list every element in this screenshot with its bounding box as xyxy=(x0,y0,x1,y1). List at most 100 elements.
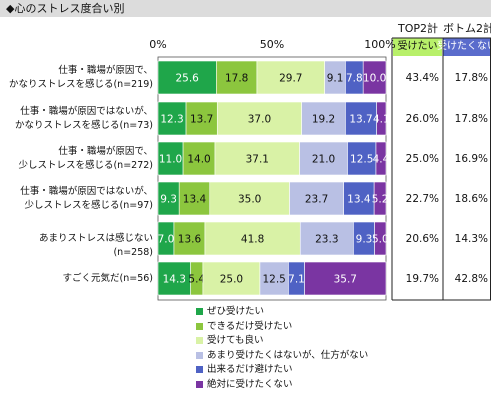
category-label-line: すごく元気だ(n=56) xyxy=(62,272,153,284)
legend-item: ぜひ受けたい xyxy=(196,305,368,318)
category-label: 仕事・職場が原因ではないが、 かなりストレスを感じる(n=73) xyxy=(0,105,153,133)
top2-value: 22.7% xyxy=(405,192,439,205)
bottom2-subheader: 受けたくない xyxy=(437,38,491,56)
legend-swatch xyxy=(196,380,203,388)
bottom2-value: 17.8% xyxy=(454,112,488,125)
data-label: 25.0 xyxy=(220,274,243,286)
data-label: 13.4 xyxy=(347,194,371,206)
title-bar xyxy=(0,0,491,17)
bar-segment xyxy=(374,221,387,256)
data-label: 19.2 xyxy=(312,114,335,126)
category-label-line: 仕事・職場が原因ではないが、 xyxy=(20,105,153,117)
data-label: 13.7 xyxy=(190,114,213,126)
data-label: 4.4 xyxy=(373,154,390,166)
bar-segment xyxy=(301,101,346,136)
legend-swatch xyxy=(196,337,203,345)
data-label: 12.5 xyxy=(262,274,285,286)
top2-value: 20.6% xyxy=(405,232,439,245)
legend-label: あまり受けたくはないが、仕方がない xyxy=(207,349,369,361)
bar-segment xyxy=(178,181,211,216)
category-label-line: 仕事・職場が原因ではないが、 xyxy=(20,185,153,197)
bar-segment xyxy=(173,221,206,256)
legend-swatch xyxy=(196,308,203,315)
data-label: 11.0 xyxy=(159,154,182,166)
bar-segment xyxy=(345,101,377,136)
bar-segment xyxy=(259,261,289,296)
bar-segment xyxy=(304,261,387,296)
data-label: 7.0 xyxy=(158,234,175,246)
legend-label: ぜひ受けたい xyxy=(207,306,265,317)
bottom2-value: 14.3% xyxy=(454,232,488,245)
bar-segment xyxy=(157,60,217,95)
data-label: 13.7 xyxy=(349,114,372,126)
data-label: 9.3 xyxy=(356,234,373,246)
category-label-line: かなりストレスを感じる(n=73) xyxy=(15,119,153,131)
data-label: 41.8 xyxy=(241,234,264,246)
legend-label: できるだけ受けたい xyxy=(207,320,293,332)
data-label: 7.8 xyxy=(346,73,363,85)
bar-segment xyxy=(157,261,191,296)
data-label: 37.1 xyxy=(246,154,269,166)
x-tick-label: 0% xyxy=(149,38,167,51)
category-label: 仕事・職場が原因で、かなりストレスを感じる(n=219) xyxy=(0,64,153,92)
category-label-line: 仕事・職場が原因で、 xyxy=(58,64,153,76)
category-label: すごく元気だ(n=56) xyxy=(0,272,153,286)
category-label-line: かなりストレスを感じる(n=219) xyxy=(8,78,153,90)
bar-segment xyxy=(362,60,387,95)
bar-segment xyxy=(376,101,387,136)
data-label: 13.6 xyxy=(178,234,202,246)
data-label: 21.0 xyxy=(312,154,335,166)
top2-value: 25.0% xyxy=(405,152,439,165)
legend-item: できるだけ受けたい xyxy=(196,320,368,333)
category-label-line: 少しストレスを感じる(n=272) xyxy=(18,159,153,171)
data-label: 9.1 xyxy=(327,73,344,85)
data-label: 13.4 xyxy=(183,194,207,206)
bar-segment xyxy=(373,181,387,216)
legend-swatch xyxy=(196,322,203,330)
category-label-line: あまりストレスは感じない(n=258) xyxy=(38,232,153,258)
data-label: 9.3 xyxy=(160,194,177,206)
data-label: 5.2 xyxy=(372,194,389,206)
bar-segment xyxy=(343,181,375,216)
legend-item: 絶対に受けたくない xyxy=(196,378,368,391)
bar-segment xyxy=(157,141,184,176)
bar-segment xyxy=(214,141,300,176)
bar-segment xyxy=(209,181,290,216)
bottom2-value: 16.9% xyxy=(454,152,488,165)
data-label: 29.7 xyxy=(279,73,302,85)
bar-segment xyxy=(299,141,348,176)
category-label-line: 仕事・職場が原因で、 xyxy=(58,145,153,157)
data-label: 4.1 xyxy=(373,114,390,126)
bar-segment xyxy=(289,181,344,216)
legend-swatch xyxy=(196,351,203,359)
x-tick-label: 100% xyxy=(364,38,396,51)
data-label: 35.0 xyxy=(238,194,261,206)
x-tick-label: 50% xyxy=(259,38,285,51)
bottom2-value: 17.8% xyxy=(454,71,488,84)
bottom2-header: ボトム2計 xyxy=(443,22,491,35)
data-label: 12.3 xyxy=(160,114,183,126)
bar-segment xyxy=(375,141,387,176)
data-label: 7.1 xyxy=(288,274,305,286)
legend: ぜひ受けたいできるだけ受けたい 受けても良いあまり受けたくはないが、仕方がない 出来… xyxy=(196,305,368,393)
bar-segment xyxy=(299,221,354,256)
bottom2-value: 42.8% xyxy=(454,272,488,285)
legend-swatch xyxy=(196,366,203,374)
category-label: あまりストレスは感じない(n=258) xyxy=(0,232,153,260)
legend-label: 受けても良い xyxy=(207,335,264,347)
data-label: 14.0 xyxy=(187,154,210,166)
top2-value: 43.4% xyxy=(405,71,439,84)
chart-title: ◆心のストレス度合い別 xyxy=(6,2,125,15)
category-labels: 仕事・職場が原因で、 かなりストレスを感じる(n=219) 仕事・職場が原因ではない… xyxy=(0,0,153,401)
data-label: 5.0 xyxy=(372,234,389,246)
legend-label: 出来るだけ避けたい xyxy=(207,364,293,376)
category-label: 仕事・職場が原因ではないが、 少しストレスを感じる(n=97) xyxy=(0,185,153,213)
data-label: 23.3 xyxy=(315,234,338,246)
bar-segment xyxy=(204,221,301,256)
legend-item: 出来るだけ避けたい xyxy=(196,363,368,376)
legend-item: 受けても良い xyxy=(196,334,368,347)
bar-segment xyxy=(216,60,258,95)
category-label: 仕事・職場が原因で、少しストレスを感じる(n=272) xyxy=(0,145,153,173)
top2-value: 26.0% xyxy=(405,112,439,125)
